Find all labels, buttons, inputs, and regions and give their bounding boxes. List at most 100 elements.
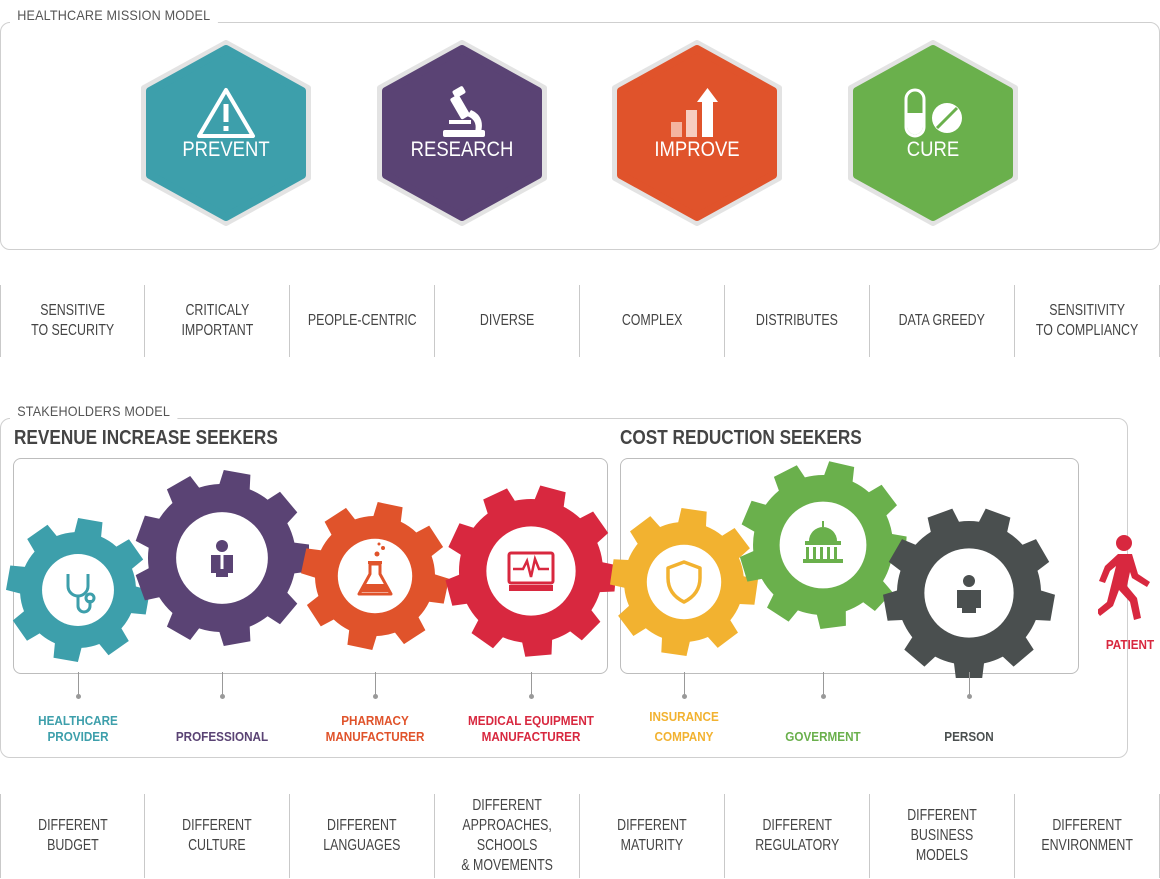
- connector-line: [531, 672, 532, 696]
- label-line: HEALTHCARE: [38, 713, 118, 728]
- mission-improve: IMPROVE: [612, 40, 782, 226]
- trait-line: TO COMPLIANCY: [1035, 322, 1139, 339]
- stakeholder-label-professional: PROFESSIONAL: [150, 729, 294, 745]
- stakeholder-label-medical-equipment: MEDICAL EQUIPMENT MANUFACTURER: [459, 713, 603, 745]
- difference-line: DIFFERENT: [327, 817, 397, 834]
- difference-line: BUSINESS MODELS: [910, 827, 974, 864]
- label-line: MANUFACTURER: [325, 729, 425, 744]
- trait-line: SENSITIVE: [40, 302, 105, 319]
- trait-line: CRITICALY: [185, 302, 249, 319]
- label-line: MANUFACTURER: [481, 729, 581, 744]
- difference-item: DIFFERENT BUDGET: [0, 794, 145, 878]
- label-line: PERSON: [944, 729, 994, 744]
- difference-line: DIFFERENT: [617, 817, 687, 834]
- label-line: PROVIDER: [47, 729, 109, 744]
- trait-item: DIVERSE: [435, 285, 580, 357]
- label-line: GOVERMENT: [785, 729, 861, 744]
- mission-research: RESEARCH: [377, 40, 547, 226]
- difference-line: & MOVEMENTS: [461, 857, 553, 874]
- trait-line: DISTRIBUTES: [756, 312, 838, 329]
- difference-item: DIFFERENT CULTURE: [145, 794, 290, 878]
- difference-line: DIFFERENT: [182, 817, 252, 834]
- stakeholder-label-government: GOVERMENT: [751, 729, 895, 745]
- connector-dot: [529, 694, 534, 699]
- mission-cure: CURE: [848, 40, 1018, 226]
- trait-item: SENSITIVITY TO COMPLIANCY: [1015, 285, 1160, 357]
- trait-line: PEOPLE-CENTRIC: [307, 312, 417, 329]
- connector-line: [684, 672, 685, 696]
- traits-row: SENSITIVE TO SECURITY CRITICALY IMPORTANT …: [0, 285, 1160, 357]
- warning-icon: [197, 88, 255, 138]
- difference-line: DIFFERENT: [762, 817, 832, 834]
- mission-label-improve: IMPROVE: [654, 138, 740, 161]
- stakeholder-label-healthcare-provider: HEALTHCARE PROVIDER: [6, 713, 150, 745]
- stakeholders-model-title: STAKEHOLDERS MODEL: [10, 403, 178, 419]
- stakeholder-label-pharmacy: PHARMACY MANUFACTURER: [303, 713, 447, 745]
- difference-item: DIFFERENT BUSINESS MODELS: [870, 794, 1015, 878]
- cost-seekers-title: COST REDUCTION SEEKERS: [620, 427, 862, 449]
- difference-item: DIFFERENT APPROACHES, SCHOOLS & MOVEMENTS: [435, 794, 580, 878]
- revenue-seekers-box: [13, 458, 608, 674]
- connector-line: [78, 672, 79, 696]
- mission-label-cure: CURE: [906, 138, 960, 161]
- difference-line: LANGUAGES: [323, 837, 401, 854]
- trait-item: CRITICALY IMPORTANT: [145, 285, 290, 357]
- difference-item: DIFFERENT REGULATORY: [725, 794, 870, 878]
- trait-line: DATA GREEDY: [898, 312, 986, 329]
- connector-line: [375, 672, 376, 696]
- connector-dot: [76, 694, 81, 699]
- difference-line: DIFFERENT: [907, 807, 977, 824]
- trait-line: SENSITIVITY: [1049, 302, 1125, 319]
- difference-line: DIFFERENT: [472, 797, 542, 814]
- revenue-seekers-title: REVENUE INCREASE SEEKERS: [14, 427, 278, 449]
- bar-chart-up-icon: [671, 88, 718, 137]
- trait-item: SENSITIVE TO SECURITY: [0, 285, 145, 357]
- difference-line: CULTURE: [188, 837, 246, 854]
- mission-prevent: PREVENT: [141, 40, 311, 226]
- label-line: PHARMACY: [341, 713, 409, 728]
- difference-line: MATURITY: [620, 837, 684, 854]
- stakeholder-label-patient: PATIENT: [1105, 637, 1155, 652]
- trait-line: COMPLEX: [621, 312, 683, 329]
- label-line: MEDICAL EQUIPMENT: [468, 713, 594, 728]
- connector-dot: [821, 694, 826, 699]
- connector-dot: [967, 694, 972, 699]
- trait-item: DATA GREEDY: [870, 285, 1015, 357]
- connector-line: [969, 672, 970, 696]
- mission-label-prevent: PREVENT: [182, 138, 270, 161]
- connector-dot: [220, 694, 225, 699]
- label-line: PROFESSIONAL: [175, 729, 269, 744]
- stakeholder-label-insurance: INSURANCE COMPANY: [612, 709, 756, 745]
- label-line: COMPANY: [654, 729, 714, 744]
- difference-line: SCHOOLS: [476, 837, 538, 854]
- difference-line: DIFFERENT: [1052, 817, 1122, 834]
- trait-line: TO SECURITY: [30, 322, 115, 339]
- connector-line: [222, 672, 223, 696]
- connector-line: [823, 672, 824, 696]
- connector-dot: [682, 694, 687, 699]
- difference-line: DIFFERENT: [37, 817, 108, 834]
- connector-dot: [373, 694, 378, 699]
- differences-row: DIFFERENT BUDGET DIFFERENT CULTURE DIFFERE…: [0, 794, 1160, 878]
- mission-hex-prevent: [146, 45, 306, 221]
- difference-item: DIFFERENT LANGUAGES: [290, 794, 435, 878]
- trait-line: IMPORTANT: [181, 322, 253, 339]
- difference-line: REGULATORY: [754, 837, 839, 854]
- label-line: INSURANCE: [649, 709, 719, 724]
- trait-line: DIVERSE: [479, 312, 535, 329]
- difference-item: DIFFERENT ENVIRONMENT: [1015, 794, 1160, 878]
- difference-line: APPROACHES,: [462, 817, 552, 834]
- cost-seekers-box: [620, 458, 1079, 674]
- trait-item: COMPLEX: [580, 285, 725, 357]
- trait-item: DISTRIBUTES: [725, 285, 870, 357]
- mission-model-title: HEALTHCARE MISSION MODEL: [10, 7, 218, 23]
- difference-item: DIFFERENT MATURITY: [580, 794, 725, 878]
- walking-person-icon: [1098, 535, 1150, 620]
- trait-item: PEOPLE-CENTRIC: [290, 285, 435, 357]
- stakeholder-label-person: PERSON: [897, 729, 1041, 745]
- microscope-icon: [443, 86, 485, 137]
- difference-line: BUDGET: [46, 837, 99, 854]
- pill-icon: [904, 88, 962, 138]
- difference-line: ENVIRONMENT: [1041, 837, 1133, 854]
- mission-label-research: RESEARCH: [410, 138, 514, 161]
